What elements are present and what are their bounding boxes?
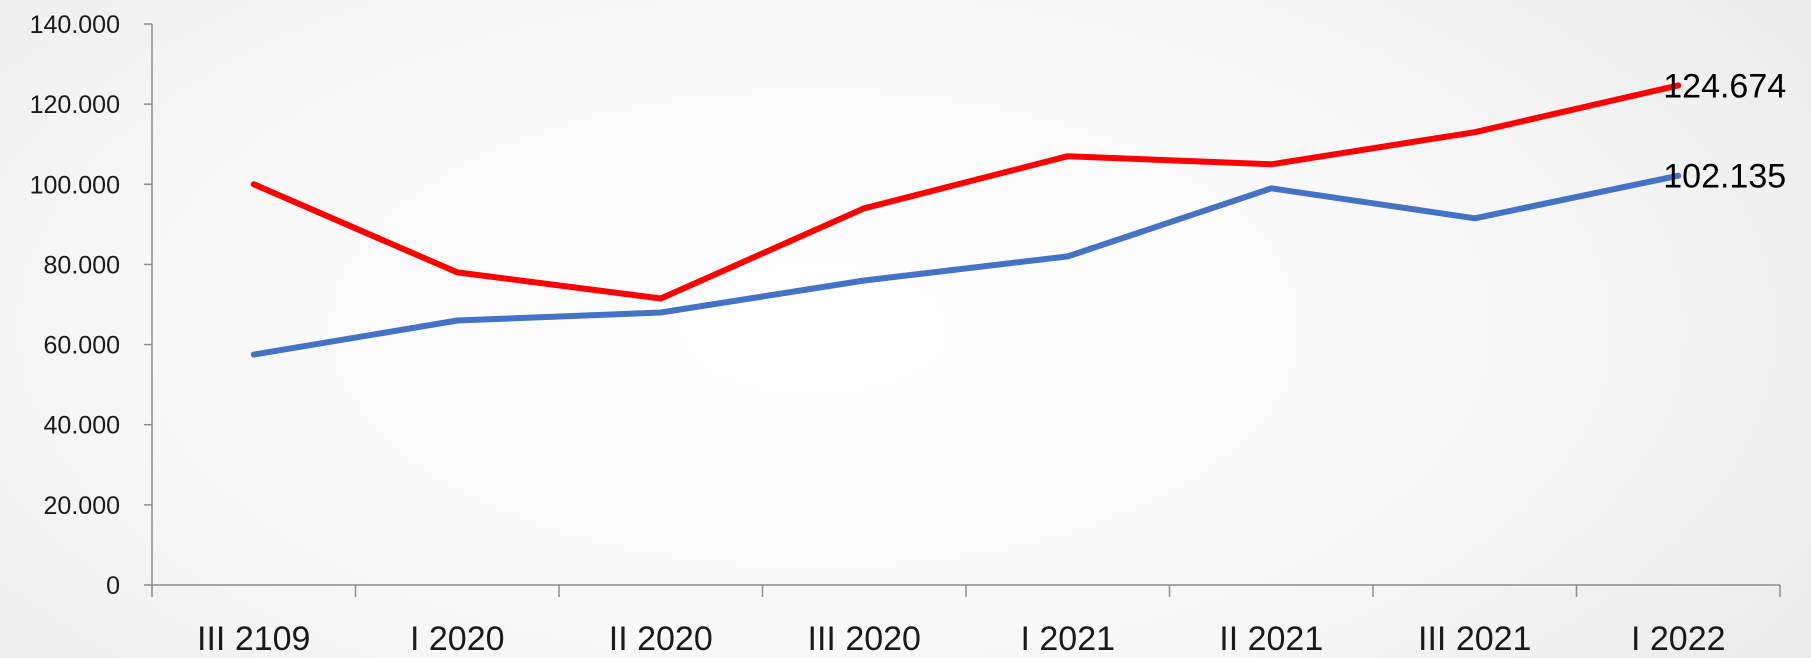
y-tick-label: 140.000 (30, 11, 120, 39)
end-data-label: 102.135 (1663, 158, 1786, 196)
y-tick-label: 0 (106, 572, 120, 600)
y-tick-label: 60.000 (44, 332, 120, 360)
x-tick-label: II 2021 (1219, 620, 1323, 658)
series-line-1 (250, 172, 1682, 358)
x-tick-label: I 2022 (1631, 620, 1726, 658)
x-tick-label: III 2109 (197, 620, 310, 658)
data-label-layer: 124.674 102.135 (1663, 67, 1786, 195)
y-tick-label: 100.000 (30, 171, 120, 199)
x-tick-label: I 2021 (1020, 620, 1115, 658)
x-tick-label: III 2021 (1418, 620, 1531, 658)
series-line-0 (250, 82, 1682, 302)
y-tick-label: 80.000 (44, 251, 120, 279)
x-axis: III 2109 I 2020 II 2020 III 2020 I 2021 II 20… (151, 584, 1781, 658)
y-tick-label: 120.000 (30, 91, 120, 119)
end-data-label: 124.674 (1663, 67, 1786, 105)
y-axis: 0 20.000 40.000 60.000 80.000 100.000 120.000 1… (30, 11, 153, 600)
series-layer (250, 82, 1682, 358)
x-tick-label: III 2020 (808, 620, 921, 658)
y-tick-label: 20.000 (44, 492, 120, 520)
y-tick-label: 40.000 (44, 412, 120, 440)
x-tick-label: I 2020 (410, 620, 505, 658)
x-tick-label: II 2020 (609, 620, 713, 658)
